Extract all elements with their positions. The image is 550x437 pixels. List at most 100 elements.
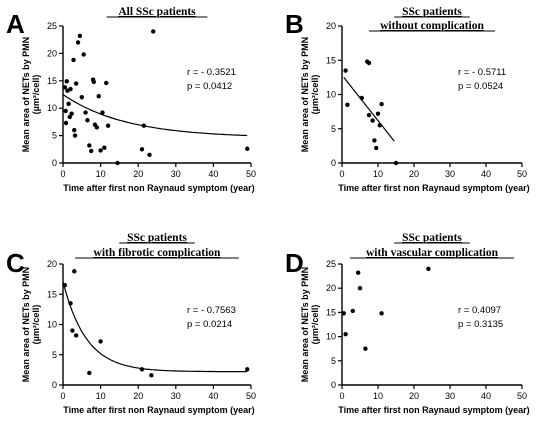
x-tick-label: 40: [208, 169, 218, 179]
x-tick-label: 50: [517, 391, 527, 401]
data-point: [79, 95, 85, 100]
data-point: [366, 60, 372, 66]
data-point: [66, 101, 71, 107]
y-tick-label: 5: [52, 350, 57, 360]
data-point: [393, 160, 399, 166]
data-point: [71, 57, 76, 63]
correlation-r: r = - 0.3521: [187, 67, 236, 78]
data-point: [359, 95, 364, 101]
data-point: [75, 40, 81, 45]
x-tick-label: 0: [339, 391, 344, 401]
data-point: [357, 286, 363, 291]
x-tick-label: 10: [373, 169, 383, 179]
x-axis-label: Time after first non Raynaud symptom (ye…: [338, 405, 529, 415]
data-point: [85, 118, 90, 123]
y-tick-label: 5: [331, 124, 336, 134]
data-point: [372, 138, 377, 143]
data-point: [70, 328, 75, 333]
y-axis-label-unit: (µm²/cell): [310, 75, 320, 115]
data-point: [374, 145, 379, 151]
x-tick-label: 0: [60, 391, 65, 401]
data-point: [102, 145, 107, 150]
y-tick-label: 15: [326, 55, 336, 65]
data-point: [341, 311, 346, 316]
data-point: [105, 123, 111, 128]
x-tick-label: 20: [409, 391, 419, 401]
panel-title: SSc patients: [402, 6, 462, 18]
correlation-r: r = 0.4097: [458, 305, 501, 316]
data-point: [73, 333, 79, 338]
y-axis-label: Mean area of NETs by PMN: [300, 267, 310, 382]
data-point: [147, 152, 152, 157]
correlation-p: p = 0.0524: [458, 81, 503, 92]
panel-a: A All SSc patients 0 10 20 30 40 50 0 5 10 15 20 25 Ti…: [6, 6, 256, 193]
x-tick-label: 30: [445, 391, 455, 401]
y-tick-label: 5: [52, 131, 57, 141]
data-point: [98, 148, 103, 153]
correlation-p: p = 0.3135: [458, 319, 503, 330]
data-point: [149, 373, 154, 378]
y-axis-label: Mean area of NETs by PMN: [300, 37, 310, 152]
data-point: [375, 111, 381, 116]
data-point: [68, 301, 73, 306]
correlation-p: p = 0.0214: [187, 319, 232, 330]
data-point: [343, 331, 348, 337]
panel-c: C SSc patients with fibrotic complication 0…: [6, 232, 256, 415]
data-point: [426, 266, 431, 272]
data-point: [139, 147, 145, 152]
data-point: [67, 114, 72, 120]
panel-letter: B: [285, 9, 304, 39]
y-tick-label: 20: [326, 283, 336, 293]
panel-title: without complication: [380, 20, 484, 32]
y-tick-label: 0: [52, 380, 57, 390]
data-point: [366, 112, 372, 118]
panel-b: B SSc patients without complication 0 10 20 30…: [285, 6, 530, 193]
x-axis-label: Time after first non Raynaud symptom (ye…: [338, 183, 529, 193]
y-tick-label: 0: [331, 158, 336, 168]
data-point: [379, 311, 384, 316]
y-tick-label: 15: [47, 289, 57, 299]
x-tick-label: 30: [445, 169, 455, 179]
x-tick-label: 20: [409, 169, 419, 179]
correlation-r: r = - 0.5711: [458, 67, 506, 78]
data-point: [72, 127, 77, 133]
fit-curve: [343, 77, 395, 142]
x-tick-label: 10: [96, 169, 106, 179]
x-tick-label: 10: [373, 391, 383, 401]
x-tick-label: 0: [60, 169, 65, 179]
data-point: [141, 123, 147, 128]
data-point: [345, 102, 350, 107]
y-axis-label-unit: (µm²/cell): [31, 75, 41, 115]
panel-title: with vascular complication: [366, 247, 499, 259]
y-tick-label: 10: [47, 320, 57, 330]
x-axis-label: Time after first non Raynaud symptom (ye…: [63, 405, 254, 415]
data-point: [139, 367, 145, 372]
x-tick-label: 40: [481, 169, 491, 179]
panel-title: All SSc patients: [118, 6, 196, 18]
data-point: [98, 339, 103, 344]
y-tick-label: 5: [331, 356, 336, 366]
data-point: [245, 367, 250, 372]
panel-title: with fibrotic complication: [94, 247, 222, 259]
data-point: [343, 68, 348, 73]
y-tick-label: 10: [326, 332, 336, 342]
x-tick-label: 20: [133, 169, 143, 179]
y-axis-label-unit: (µm²/cell): [310, 305, 320, 345]
y-tick-label: 15: [326, 307, 336, 317]
data-point: [100, 110, 105, 115]
data-point: [370, 118, 375, 123]
x-tick-label: 40: [481, 391, 491, 401]
x-tick-label: 30: [171, 391, 181, 401]
x-tick-label: 50: [517, 169, 527, 179]
panel-title: SSc patients: [402, 232, 462, 244]
data-point: [377, 123, 382, 128]
y-tick-label: 15: [47, 76, 57, 86]
panel-d: D SSc patients with vascular complication 0…: [285, 232, 530, 415]
data-point: [62, 85, 68, 90]
data-point: [151, 29, 156, 34]
y-tick-label: 25: [326, 259, 336, 269]
x-tick-label: 20: [133, 391, 143, 401]
y-tick-label: 0: [52, 158, 57, 168]
correlation-r: r = - 0.7563: [187, 305, 236, 316]
x-tick-label: 30: [171, 169, 181, 179]
